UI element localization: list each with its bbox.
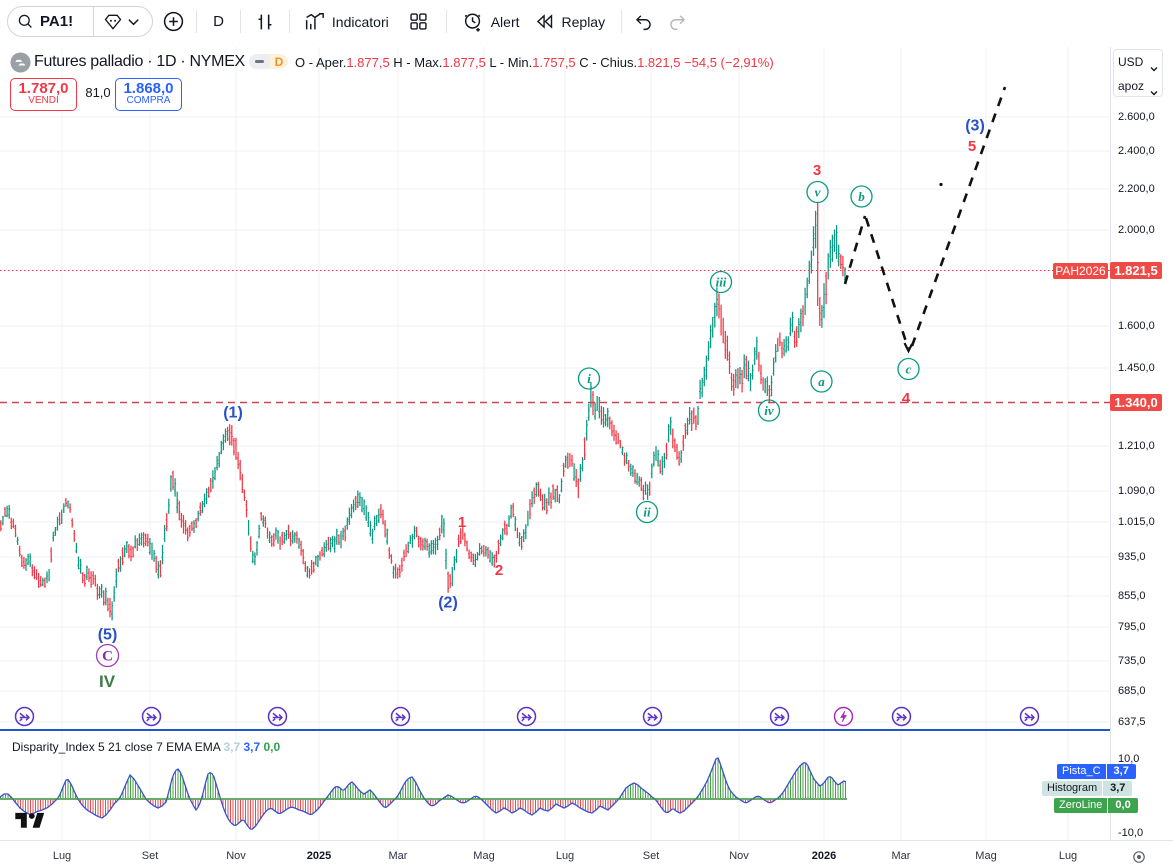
svg-text:4: 4: [902, 390, 911, 407]
svg-text:(1): (1): [223, 404, 243, 421]
svg-text:ii: ii: [643, 504, 651, 519]
svg-text:v: v: [815, 184, 821, 199]
svg-text:(2): (2): [438, 594, 458, 611]
svg-text:a: a: [818, 374, 825, 389]
svg-text:b: b: [858, 189, 865, 204]
svg-text:2: 2: [495, 562, 503, 579]
svg-text:(3): (3): [965, 117, 985, 134]
svg-text:1: 1: [458, 514, 466, 531]
svg-text:5: 5: [968, 138, 976, 155]
svg-text:c: c: [906, 361, 912, 376]
svg-text:(5): (5): [98, 626, 118, 643]
svg-text:iv: iv: [764, 403, 774, 418]
svg-text:C: C: [102, 649, 113, 665]
svg-text:iii: iii: [716, 274, 727, 289]
svg-text:3: 3: [813, 162, 821, 179]
svg-text:i: i: [587, 371, 591, 386]
svg-text:IV: IV: [99, 672, 116, 691]
